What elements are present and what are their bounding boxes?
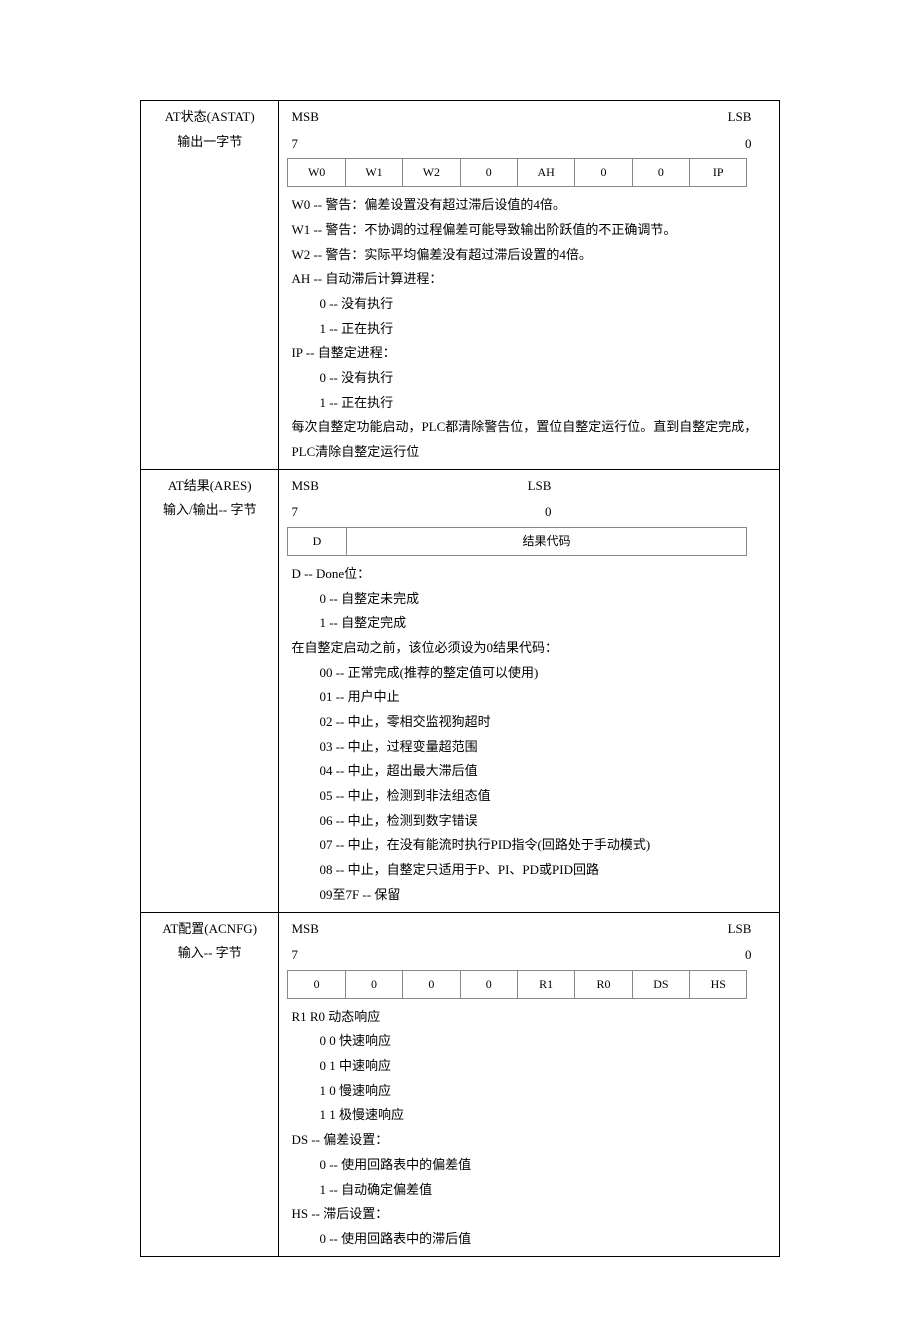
acnfg-bitnum-row: 7 0	[287, 943, 755, 970]
text-line: 0 -- 使用回路表中的滞后值	[291, 1227, 767, 1252]
bit-hi: 7	[291, 500, 298, 525]
text-line: 07 -- 中止，在没有能流时执行PID指令(回路处于手动模式)	[291, 833, 767, 858]
astat-type: 输出一字节	[149, 130, 270, 155]
ares-name: AT结果(ARES)	[149, 474, 270, 499]
text-line: 08 -- 中止，自整定只适用于P、PI、PD或PID回路	[291, 858, 767, 883]
text-line: HS -- 滞后设置：	[291, 1202, 767, 1227]
ares-type: 输入/输出-- 字节	[149, 498, 270, 523]
bit-hi: 7	[291, 943, 298, 968]
text-line: 05 -- 中止，检测到非法组态值	[291, 784, 767, 809]
text-line: DS -- 偏差设置：	[291, 1128, 767, 1153]
bit-cell-code: 结果代码	[346, 527, 748, 556]
text-line: 02 -- 中止，零相交监视狗超时	[291, 710, 767, 735]
text-line: 1 -- 正在执行	[291, 317, 767, 342]
ares-label-cell: AT结果(ARES) 输入/输出-- 字节	[141, 469, 279, 912]
text-line: 1 -- 自整定完成	[291, 611, 767, 636]
astat-msb-lsb-row: MSB LSB	[287, 105, 755, 132]
text-line: 0 1 中速响应	[291, 1054, 767, 1079]
bit-cell: 0	[402, 970, 459, 999]
bit-cell: R0	[574, 970, 631, 999]
astat-content-cell: MSB LSB 7 0 W0 W1 W2 0 AH 0 0 IP W0 -- 警…	[279, 101, 780, 470]
text-line: 09至7F -- 保留	[291, 883, 767, 908]
text-line: 00 -- 正常完成(推荐的整定值可以使用)	[291, 661, 767, 686]
acnfg-bit-table: 0 0 0 0 R1 R0 DS HS	[287, 970, 747, 999]
astat-bitnum-row: 7 0	[287, 132, 755, 159]
bit-cell: R1	[517, 970, 574, 999]
acnfg-name: AT配置(ACNFG)	[149, 917, 270, 942]
astat-name: AT状态(ASTAT)	[149, 105, 270, 130]
document-page: AT状态(ASTAT) 输出一字节 MSB LSB 7 0 W0 W1 W2 0…	[0, 0, 920, 1317]
bit-cell: W2	[402, 158, 459, 187]
text-line: 1 -- 正在执行	[291, 391, 767, 416]
acnfg-content-cell: MSB LSB 7 0 0 0 0 0 R1 R0 DS HS R1 R0 动态…	[279, 912, 780, 1256]
bit-cell: 0	[460, 158, 517, 187]
text-line: W2 -- 警告：实际平均偏差没有超过滞后设置的4倍。	[291, 243, 767, 268]
ares-desc: D -- Done位： 0 -- 自整定未完成 1 -- 自整定完成 在自整定启…	[287, 562, 771, 908]
msb-label: MSB	[291, 917, 318, 942]
bit-lo: 0	[745, 132, 752, 157]
text-line: 1 -- 自动确定偏差值	[291, 1178, 767, 1203]
text-line: W1 -- 警告：不协调的过程偏差可能导致输出阶跃值的不正确调节。	[291, 218, 767, 243]
acnfg-desc: R1 R0 动态响应 0 0 快速响应 0 1 中速响应 1 0 慢速响应 1 …	[287, 1005, 771, 1252]
bit-cell: W1	[345, 158, 402, 187]
text-line: 1 1 极慢速响应	[291, 1103, 767, 1128]
text-line: 0 -- 没有执行	[291, 292, 767, 317]
astat-desc: W0 -- 警告：偏差设置没有超过滞后设值的4倍。 W1 -- 警告：不协调的过…	[287, 193, 771, 465]
bit-cell: 0	[574, 158, 631, 187]
register-definition-table: AT状态(ASTAT) 输出一字节 MSB LSB 7 0 W0 W1 W2 0…	[140, 100, 780, 1257]
text-line: 0 -- 使用回路表中的偏差值	[291, 1153, 767, 1178]
text-line: 每次自整定功能启动，PLC都清除警告位，置位自整定运行位。直到自整定完成，PLC…	[291, 415, 767, 464]
bit-cell: 0	[287, 970, 344, 999]
bit-cell: IP	[689, 158, 747, 187]
ares-content-cell: MSB LSB 7 0 D 结果代码 D -- Done位： 0 -- 自整定未…	[279, 469, 780, 912]
msb-label: MSB	[291, 474, 318, 499]
bit-cell: AH	[517, 158, 574, 187]
acnfg-msb-lsb-row: MSB LSB	[287, 917, 755, 944]
text-line: R1 R0 动态响应	[291, 1005, 767, 1030]
lsb-label: LSB	[728, 105, 752, 130]
text-line: 0 -- 自整定未完成	[291, 587, 767, 612]
text-line: 01 -- 用户中止	[291, 685, 767, 710]
text-line: AH -- 自动滞后计算进程：	[291, 267, 767, 292]
lsb-label: LSB	[528, 474, 552, 499]
text-line: IP -- 自整定进程：	[291, 341, 767, 366]
text-line: 04 -- 中止，超出最大滞后值	[291, 759, 767, 784]
text-line: 06 -- 中止，检测到数字错误	[291, 809, 767, 834]
bit-cell: 0	[632, 158, 689, 187]
astat-bit-table: W0 W1 W2 0 AH 0 0 IP	[287, 158, 747, 187]
bit-cell: 0	[345, 970, 402, 999]
msb-label: MSB	[291, 105, 318, 130]
ares-bitnum-row: 7 0	[287, 500, 555, 527]
bit-cell: HS	[689, 970, 747, 999]
text-line: 0 -- 没有执行	[291, 366, 767, 391]
acnfg-type: 输入-- 字节	[149, 941, 270, 966]
bit-cell: DS	[632, 970, 689, 999]
ares-msb-lsb-row: MSB LSB	[287, 474, 555, 501]
text-line: 1 0 慢速响应	[291, 1079, 767, 1104]
bit-lo: 0	[545, 500, 552, 525]
bit-hi: 7	[291, 132, 298, 157]
bit-cell-d: D	[287, 527, 345, 556]
ares-bit-table: D 结果代码	[287, 527, 747, 556]
text-line: 在自整定启动之前，该位必须设为0结果代码：	[291, 636, 767, 661]
bit-cell: W0	[287, 158, 344, 187]
text-line: 0 0 快速响应	[291, 1029, 767, 1054]
text-line: D -- Done位：	[291, 562, 767, 587]
astat-label-cell: AT状态(ASTAT) 输出一字节	[141, 101, 279, 470]
text-line: 03 -- 中止，过程变量超范围	[291, 735, 767, 760]
bit-cell: 0	[460, 970, 517, 999]
text-line: W0 -- 警告：偏差设置没有超过滞后设值的4倍。	[291, 193, 767, 218]
acnfg-label-cell: AT配置(ACNFG) 输入-- 字节	[141, 912, 279, 1256]
bit-lo: 0	[745, 943, 752, 968]
lsb-label: LSB	[728, 917, 752, 942]
